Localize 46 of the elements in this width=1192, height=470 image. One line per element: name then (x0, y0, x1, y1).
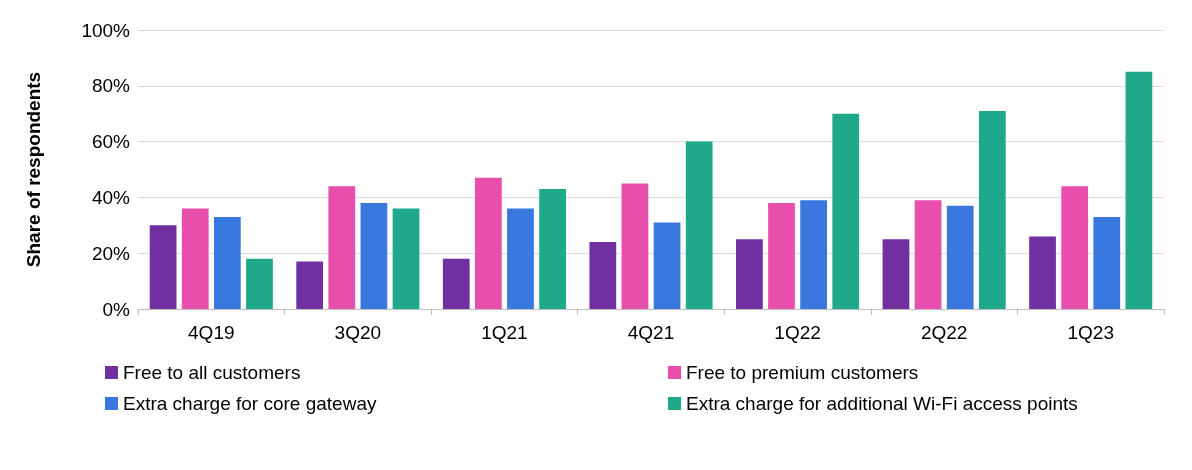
bar (296, 261, 324, 309)
x-tick-label: 4Q19 (188, 322, 235, 343)
bar (474, 177, 502, 309)
legend-label: Free to premium customers (686, 362, 919, 383)
bar (360, 202, 388, 309)
bar (1093, 216, 1121, 309)
y-tick-label: 80% (91, 75, 131, 97)
bar (832, 113, 860, 309)
bar (149, 225, 177, 309)
y-tick-label: 60% (91, 131, 131, 153)
bar (882, 239, 910, 309)
bar (1125, 71, 1153, 309)
bar (328, 186, 356, 309)
bar (653, 222, 681, 309)
bar (685, 141, 713, 309)
bar (914, 200, 942, 309)
bar (621, 183, 649, 309)
bar (507, 208, 534, 309)
y-tick-label: 0% (102, 298, 131, 320)
legend-label: Extra charge for core gateway (123, 393, 377, 414)
bar (442, 258, 470, 309)
bar (978, 110, 1006, 309)
bar (246, 258, 273, 309)
legend-label: Free to all customers (123, 362, 301, 383)
bar (1061, 186, 1089, 309)
bar (736, 239, 763, 309)
x-tick-label: 2Q22 (920, 322, 968, 343)
y-tick-label: 40% (91, 186, 131, 208)
y-axis-title: Share of respondents (23, 71, 44, 268)
bar (1029, 236, 1056, 309)
bar (946, 205, 974, 309)
bar (768, 202, 795, 309)
x-tick-label: 3Q20 (334, 322, 382, 343)
bar (539, 189, 566, 309)
bar (800, 200, 828, 309)
bar (589, 242, 617, 309)
x-tick-label: 1Q22 (774, 322, 821, 343)
bar (213, 216, 241, 309)
bar (392, 208, 420, 309)
y-tick-label: 100% (81, 19, 131, 41)
x-tick-label: 1Q21 (481, 322, 528, 343)
bar (181, 208, 209, 309)
x-tick-label: 4Q21 (627, 322, 675, 343)
legend-label: Extra charge for additional Wi-Fi access points (686, 393, 1078, 414)
x-tick-label: 1Q23 (1067, 322, 1114, 343)
y-tick-label: 20% (91, 242, 131, 264)
